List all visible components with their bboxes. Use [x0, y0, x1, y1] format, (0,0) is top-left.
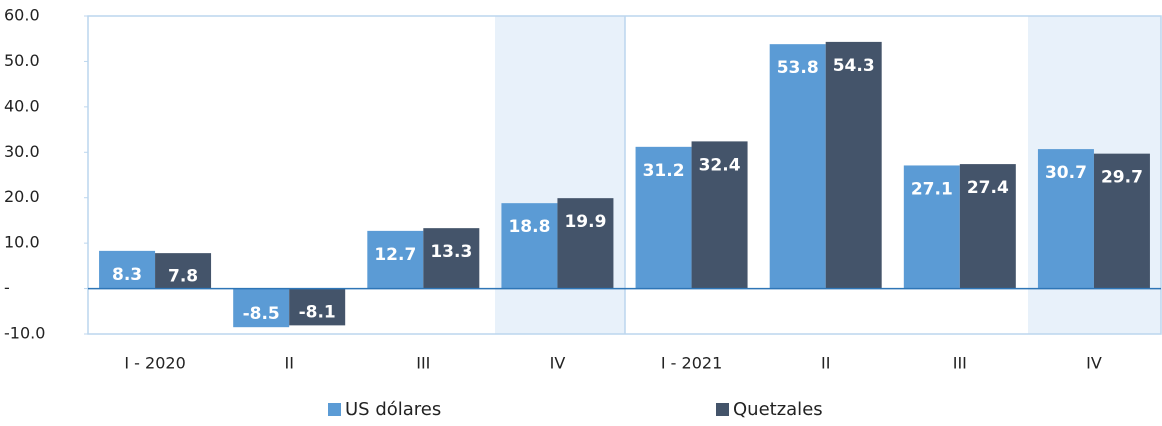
- y-tick-label: 10.0: [4, 233, 40, 252]
- bar: [557, 198, 614, 289]
- legend-swatch: [328, 403, 341, 416]
- x-tick-label: II: [284, 354, 293, 373]
- bar: [367, 230, 424, 289]
- y-tick-label: 30.0: [4, 142, 40, 161]
- y-tick-label: -10.0: [4, 324, 45, 343]
- value-label: 29.7: [1101, 168, 1143, 188]
- value-label: -8.5: [243, 304, 280, 324]
- legend-swatch: [716, 403, 729, 416]
- value-label: 13.3: [430, 242, 472, 262]
- bar: [1093, 153, 1150, 289]
- x-tick-label: II: [821, 354, 830, 373]
- y-tick-label: 40.0: [4, 96, 40, 115]
- bar: [691, 141, 748, 289]
- x-tick-label: I - 2021: [661, 354, 722, 373]
- x-tick-label: III: [416, 354, 430, 373]
- value-label: 30.7: [1045, 163, 1087, 183]
- y-tick-label: 20.0: [4, 187, 40, 206]
- value-label: 31.2: [643, 161, 685, 181]
- legend-label: US dólares: [345, 399, 441, 420]
- value-label: 18.8: [508, 217, 550, 237]
- value-label: 19.9: [564, 212, 606, 232]
- x-tick-label: III: [953, 354, 967, 373]
- value-label: 8.3: [112, 265, 142, 285]
- value-label: 12.7: [374, 245, 416, 265]
- bar: [1037, 149, 1094, 289]
- x-tick-label: I - 2020: [124, 354, 185, 373]
- value-label: 27.4: [967, 178, 1009, 198]
- bar: [99, 250, 156, 289]
- value-label: 7.8: [168, 267, 198, 287]
- x-tick-label: IV: [550, 354, 566, 373]
- y-tick-label: 60.0: [4, 6, 40, 25]
- bar: [155, 253, 212, 289]
- value-label: 27.1: [911, 179, 953, 199]
- value-label: 54.3: [833, 56, 875, 76]
- y-tick-label: 50.0: [4, 51, 40, 70]
- bar: [825, 41, 882, 289]
- value-label: -8.1: [299, 302, 336, 322]
- legend-label: Quetzales: [733, 399, 823, 420]
- x-tick-label: IV: [1086, 354, 1102, 373]
- bar: [289, 288, 346, 326]
- bar: [233, 288, 290, 328]
- y-tick-label: -: [4, 278, 10, 297]
- bar: [423, 228, 480, 289]
- bar: [903, 165, 960, 289]
- bar: [501, 203, 558, 289]
- value-label: 53.8: [777, 58, 819, 78]
- bar: [959, 164, 1016, 289]
- bar: [769, 44, 826, 289]
- bar: [635, 146, 692, 289]
- value-label: 32.4: [699, 155, 741, 175]
